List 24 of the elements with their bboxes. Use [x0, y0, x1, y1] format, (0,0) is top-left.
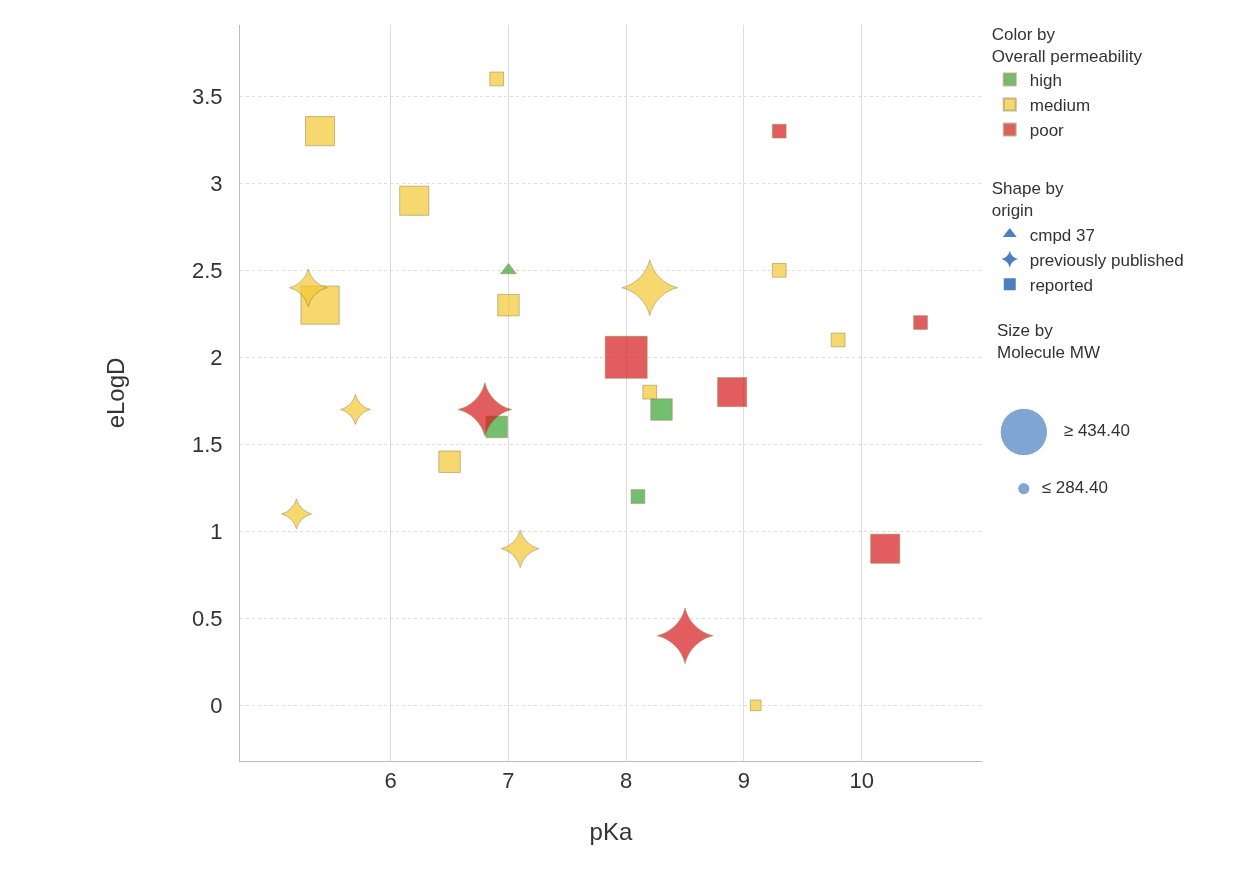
- x-tick-label: 9: [737, 768, 751, 794]
- y-tick-label: 0.5: [192, 606, 223, 632]
- legend-label: previously published: [1029, 250, 1184, 270]
- text: Size by Molecule MW: [997, 321, 1100, 363]
- legend-label: reported: [1029, 275, 1094, 295]
- legend-label: high: [1029, 71, 1062, 91]
- x-tick-label: 8: [620, 768, 633, 794]
- legend-label: medium: [1029, 96, 1091, 116]
- legend-label: poor: [1029, 121, 1065, 141]
- y-tick-label: 3.5: [192, 84, 223, 110]
- legend-label: cmpd 37: [1029, 225, 1095, 245]
- x-tick-label: 10: [849, 768, 874, 794]
- x-tick-label: 7: [502, 768, 515, 794]
- x-axis-title: pKa: [589, 817, 633, 845]
- legend-label: ≥ 434.40: [1054, 421, 1130, 441]
- y-tick-label: 2: [210, 345, 223, 371]
- y-tick-label: 3: [210, 171, 223, 197]
- legend-label: ≤ 284.40: [1032, 477, 1108, 497]
- x-tick-label: 6: [384, 768, 397, 794]
- y-tick-label: 0: [210, 693, 223, 719]
- y-axis-title: eLogD: [102, 357, 130, 429]
- y-tick-label: 2.5: [192, 258, 223, 284]
- y-tick-label: 1: [210, 519, 223, 545]
- y-tick-label: 1.5: [192, 432, 223, 458]
